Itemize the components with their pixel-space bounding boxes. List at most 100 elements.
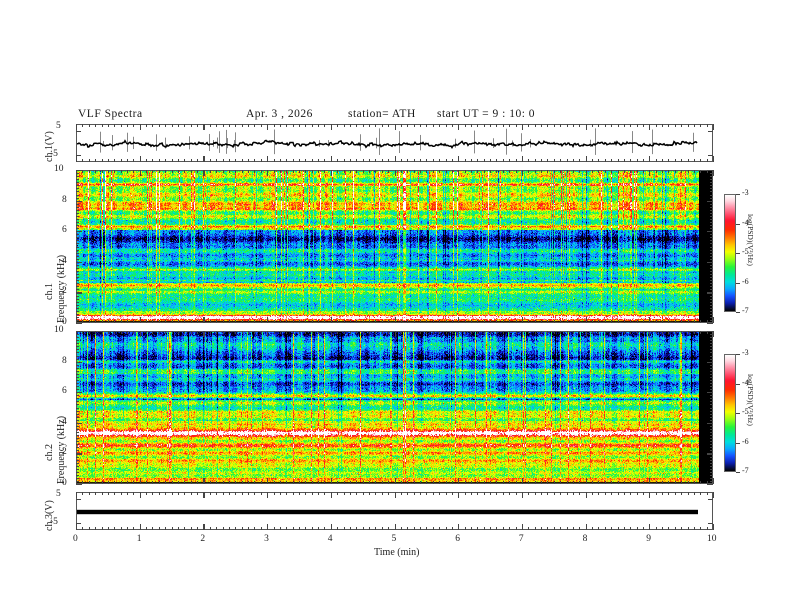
tick-x-bottom [585, 524, 587, 530]
tick-x-bottom [107, 159, 109, 162]
tick-x-bottom [617, 320, 619, 323]
tick-x-bottom [432, 159, 434, 162]
tick-x-top [592, 170, 593, 173]
ch3v-tick-neg5: -5 [50, 517, 58, 527]
tick-x-bottom [623, 320, 625, 323]
tick-x-bottom [579, 159, 580, 162]
tick-y-right [710, 307, 713, 309]
tick-x-top [177, 170, 179, 173]
tick-x-top [521, 170, 524, 176]
tick-x-bottom [273, 527, 275, 530]
tick-y-left [76, 197, 79, 199]
tick-x-bottom [298, 481, 300, 484]
tick-x-top [324, 170, 326, 173]
tick-y-left [76, 179, 79, 180]
tick-x-bottom [642, 527, 644, 530]
tick-x-bottom [133, 320, 135, 323]
tick-x-top [668, 331, 670, 334]
tick-x-bottom [630, 527, 631, 530]
tick-y-right [710, 459, 713, 461]
tick-y-left [76, 459, 79, 461]
tick-x-bottom [413, 159, 415, 162]
tick-x-top [509, 170, 510, 173]
tick-x-bottom [400, 159, 402, 162]
tick-y-right [710, 346, 713, 348]
tick-y-right [710, 404, 713, 406]
tick-x-bottom [509, 527, 510, 530]
tick-x-top [553, 170, 555, 173]
tick-y-left [76, 398, 79, 400]
tick-y-left [76, 441, 79, 442]
tick-x-top [515, 492, 517, 495]
tick-x-bottom [139, 317, 141, 323]
tick-x-bottom [337, 320, 338, 323]
figure-date: Apr. 3 , 2026 [246, 108, 313, 120]
tick-x-top [305, 492, 307, 495]
tick-x-bottom [228, 159, 230, 162]
tick-x-top [197, 124, 198, 127]
tick-x-bottom [477, 320, 479, 323]
tick-x-bottom [369, 527, 370, 530]
tick-x-top [286, 331, 287, 334]
tick-x-bottom [362, 481, 364, 484]
tick-x-top [330, 331, 332, 337]
tick-y-right [710, 432, 713, 433]
tick-x-bottom [107, 527, 109, 530]
tick-x-bottom [107, 320, 109, 323]
tick-x-top [400, 492, 402, 495]
tick-x-top [662, 124, 663, 127]
tick-x-bottom [184, 159, 186, 162]
tick-x-bottom [146, 159, 147, 162]
tick-x-bottom [687, 527, 689, 530]
tick-x-bottom [617, 527, 619, 530]
tick-y-left [76, 484, 82, 486]
tick-y-right [707, 422, 713, 424]
tick-x-bottom [521, 478, 524, 484]
tick-x-bottom [369, 159, 370, 162]
tick-x-top [490, 492, 491, 495]
tick-x-top [152, 331, 154, 334]
tick-x-top [509, 492, 510, 495]
tick-y-left [76, 340, 79, 341]
tick-x-bottom [528, 527, 530, 530]
tick-y-right [710, 267, 713, 269]
tick-x-top [190, 170, 192, 173]
time-tick-label: 5 [391, 534, 397, 544]
tick-x-bottom [572, 320, 574, 323]
colorbar-ch1 [724, 194, 736, 312]
tick-x-bottom [177, 481, 179, 484]
freq-tick-label: 0 [62, 317, 67, 327]
tick-x-bottom [451, 481, 453, 484]
tick-x-top [572, 331, 574, 334]
colorbar-tick-label: -3 [742, 188, 749, 197]
tick-x-bottom [674, 159, 676, 162]
tick-y-left [76, 462, 79, 464]
tick-x-top [177, 124, 179, 127]
tick-x-bottom [528, 159, 530, 162]
tick-x-bottom [400, 481, 402, 484]
tick-x-top [566, 331, 568, 334]
tick-x-top [534, 170, 536, 173]
tick-y-right [710, 471, 713, 473]
tick-x-top [343, 331, 345, 334]
tick-x-top [483, 170, 485, 173]
tick-x-bottom [209, 527, 211, 530]
tick-x-top [674, 331, 676, 334]
tick-x-bottom [674, 320, 676, 323]
panel-ch1-spectrogram [76, 170, 713, 323]
tick-x-top [687, 170, 689, 173]
tick-x-bottom [388, 320, 389, 323]
tick-x-top [458, 170, 460, 176]
tick-x-bottom [324, 481, 326, 484]
tick-y-left [76, 334, 79, 335]
tick-y-right [710, 249, 713, 251]
tick-y-right [710, 243, 713, 245]
tick-x-bottom [133, 481, 135, 484]
tick-y-right [710, 477, 713, 479]
colorbar-tick-label: -6 [742, 276, 749, 286]
tick-x-bottom [649, 317, 651, 323]
tick-y-left [76, 212, 79, 214]
tick-x-bottom [623, 481, 625, 484]
tick-x-bottom [101, 527, 103, 530]
tick-y-left [76, 215, 79, 217]
